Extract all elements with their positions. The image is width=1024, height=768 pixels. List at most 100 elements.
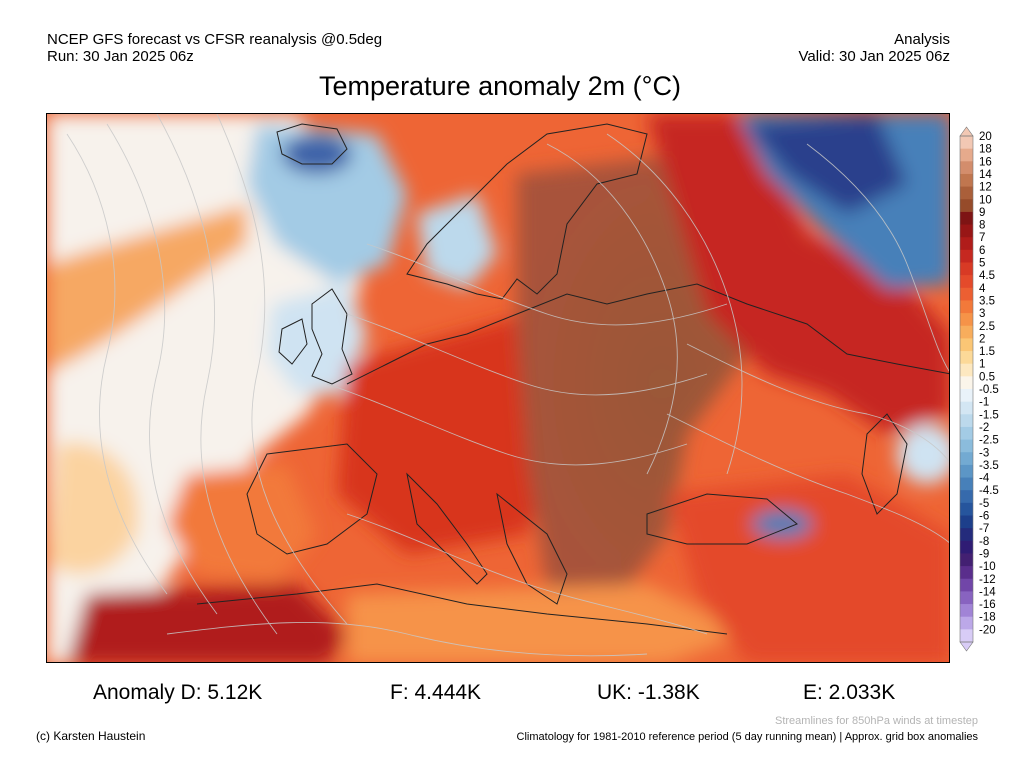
copyright: (c) Karsten Haustein [36,729,146,743]
colorbar-tick-label: -6 [979,511,989,523]
colorbar-tick-label: 3.5 [979,295,995,307]
ireland-uk-cold [267,284,367,394]
model-description: NCEP GFS forecast vs CFSR reanalysis @0.… [47,31,383,48]
colorbar-tick-label: -8 [979,536,989,548]
norway-coast-cold [417,194,497,289]
climatology-note: Climatology for 1981-2010 reference peri… [516,731,978,743]
colorbar-swatch [960,540,973,554]
middle-east-warm [667,474,949,662]
streamline [346,513,708,635]
colorbar-tick-label: 14 [979,169,992,181]
colorbar-bottom-arrow [959,641,974,652]
italy-coast [406,472,488,585]
russia-warm [647,114,949,434]
colorbar-tick-label: -10 [979,561,996,573]
coastlines [196,123,949,635]
colorbar-swatch [960,136,973,150]
colorbar-swatch [960,338,973,352]
colorbar-swatch [960,325,973,339]
anomaly-uk: UK: -1.38K [597,681,700,704]
colorbar-tick-label: 2.5 [979,321,995,333]
colorbar-swatch [960,502,973,516]
colorbar-swatch [960,490,973,504]
colorbar-tick-label: -3.5 [979,460,999,472]
colorbar-tick-label: -5 [979,498,989,510]
colorbar-swatch [960,313,973,327]
north-africa-warm [67,584,347,662]
colorbar-tick-label: -12 [979,574,996,586]
turkey-cold-spot [752,510,812,538]
colorbar-swatch [960,224,973,238]
ireland-coast [278,318,308,365]
atlantic-warm-band [47,204,247,374]
wind-streamlines [66,114,949,657]
streamline [686,343,949,463]
colorbar-swatch [960,262,973,276]
streamline [326,383,688,466]
colorbar-swatch [960,351,973,365]
colorbar-tick-label: 18 [979,144,992,156]
colorbar-swatch [960,199,973,213]
streamline [606,133,743,475]
colorbar-swatch [960,237,973,251]
analysis-label: Analysis [894,31,950,48]
colorbar-swatch [960,528,973,542]
colorbar-tick-label: -9 [979,548,989,560]
colorbar-tick-label: 4.5 [979,270,995,282]
colorbar-swatch [960,401,973,415]
colorbar-tick-label: -16 [979,599,996,611]
colorbar-swatch [960,414,973,428]
iberia-coast [246,443,378,555]
streamline [106,123,218,615]
colorbar-tick-label: 1 [979,359,985,371]
colorbar-tick-label: -3 [979,447,989,459]
colorbar-tick-label: -1 [979,397,989,409]
valid-info: Analysis Valid: 30 Jan 2025 06z [798,31,950,65]
colorbar-swatch [960,426,973,441]
balkans-coast [496,492,568,605]
colorbar: 20 18 16 14 12 10 9 8 7 6 5 4.5 4 3.5 3 2.5 2 1.5 1 0.5 -0.5… [958,126,1018,652]
colorbar-swatch [960,578,973,592]
anomaly-d: Anomaly D: 5.12K [93,681,263,704]
colorbar-swatch [960,173,973,188]
map-title: Temperature anomaly 2m (°C) [319,71,681,101]
colorbar-tick-label: -0.5 [979,384,999,396]
colorbar-tick-label: 16 [979,156,992,168]
colorbar-tick-label: 6 [979,245,985,257]
streamline [216,114,348,625]
colorbar-tick-label: 10 [979,194,992,206]
colorbar-tick-label: -7 [979,523,989,535]
colorbar-swatch [960,452,973,466]
colorbar-tick-label: -20 [979,624,996,636]
colorbar-tick-label: 3 [979,308,985,320]
colorbar-tick-label: 1.5 [979,346,995,358]
anomaly-field [47,114,949,662]
iceland-coast [276,123,348,165]
colorbar-swatch [960,553,973,567]
iceland-cold-core [282,134,352,174]
colorbar-tick-label: 4 [979,283,986,295]
colorbar-swatch [960,211,973,226]
anomaly-e: E: 2.033K [803,681,896,704]
streamline [666,413,949,544]
colorbar-swatch [960,389,973,403]
caucasus-cool-spot [897,424,949,484]
colorbar-tick-label: -4.5 [979,485,999,497]
colorbar-swatch [960,439,973,453]
black-sea-coast [646,493,798,545]
colorbar-tick-label: -14 [979,586,996,598]
colorbar-tick-label: 9 [979,207,985,219]
streamline [156,114,278,635]
europe-mainland-coast [346,283,949,385]
colorbar-swatch [960,376,973,390]
anomaly-map [46,113,950,663]
colorbar-swatch [960,148,973,162]
colorbar-tick-label: 12 [979,182,992,194]
colorbar-tick-label: -2.5 [979,435,999,447]
colorbar-tick-label: -1.5 [979,409,999,421]
colorbar-tick-label: 8 [979,220,985,232]
colorbar-top-arrow [959,126,974,137]
anomaly-map-graphic [47,114,949,662]
colorbar-swatch [960,604,973,618]
run-time: Run: 30 Jan 2025 06z [47,48,194,65]
